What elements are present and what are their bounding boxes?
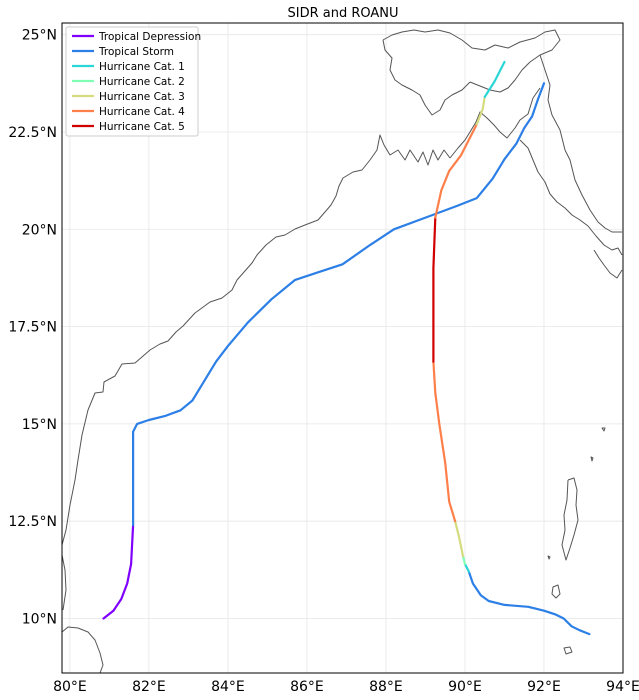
track-2-segment (432, 360, 457, 523)
nicobar-island (563, 646, 573, 655)
axis-ticks: 80°E 82°E 84°E 86°E 88°E 90°E 92°E 94°E 10°N 12.5… (8, 28, 639, 695)
x-tick-label: 92°E (527, 679, 561, 695)
legend-label: Hurricane Cat. 2 (99, 76, 185, 88)
northern-border (382, 29, 561, 93)
x-tick-label: 84°E (211, 679, 245, 695)
track-2-segment (434, 123, 478, 219)
track-1-segment (102, 524, 135, 620)
y-tick-label: 15°N (22, 417, 57, 433)
x-tick-label: 82°E (132, 679, 166, 695)
myanmar-coastline (519, 139, 623, 256)
legend-label: Hurricane Cat. 3 (99, 91, 185, 103)
graticule (62, 23, 623, 673)
legend-label: Hurricane Cat. 4 (99, 106, 185, 118)
y-tick-label: 10°N (22, 612, 57, 628)
legend-items: Tropical Depression Tropical Storm Hurrica… (72, 31, 201, 133)
x-tick-label: 80°E (53, 679, 87, 695)
map-frame (61, 22, 624, 674)
sri-lanka-north-coastline (61, 626, 104, 674)
west-edge-coastline (61, 554, 67, 611)
x-tick-label: 90°E (448, 679, 482, 695)
track-2-segment (461, 555, 467, 566)
little-andaman (551, 584, 561, 599)
map-title: SIDR and ROANU (287, 6, 398, 21)
x-tick-label: 88°E (369, 679, 403, 695)
y-tick-label: 17.5°N (8, 320, 57, 336)
india-east-coastline (61, 134, 451, 546)
small-island-b (601, 427, 606, 432)
y-tick-label: 12.5°N (8, 514, 57, 530)
track-1-segment (132, 82, 546, 527)
myanmar-delta-coastline (593, 249, 623, 279)
bangladesh-coastline (449, 87, 541, 159)
legend: Tropical Depression Tropical Storm Hurrica… (65, 26, 201, 137)
x-tick-label: 86°E (290, 679, 324, 695)
y-tick-label: 20°N (22, 222, 57, 238)
coastlines (61, 29, 623, 674)
track-2-segment (463, 562, 470, 573)
andaman-islands (561, 477, 579, 561)
y-tick-label: 25°N (22, 28, 57, 44)
track-2-segment (432, 216, 437, 363)
inland-border (382, 39, 471, 116)
legend-label: Hurricane Cat. 5 (99, 121, 185, 133)
track-2-segment (467, 570, 591, 636)
small-island-c (590, 456, 594, 462)
storm-tracks (102, 60, 591, 636)
legend-label: Tropical Depression (98, 31, 201, 43)
y-tick-label: 22.5°N (8, 125, 57, 141)
track-2-segment (475, 95, 486, 126)
east-border (539, 54, 622, 233)
small-island-a (547, 555, 551, 560)
track-2-segment (483, 60, 506, 99)
x-tick-label: 94°E (606, 679, 639, 695)
legend-label: Hurricane Cat. 1 (99, 61, 185, 73)
legend-frame (65, 26, 199, 137)
legend-label: Tropical Storm (98, 46, 174, 58)
track-2-segment (454, 520, 465, 558)
